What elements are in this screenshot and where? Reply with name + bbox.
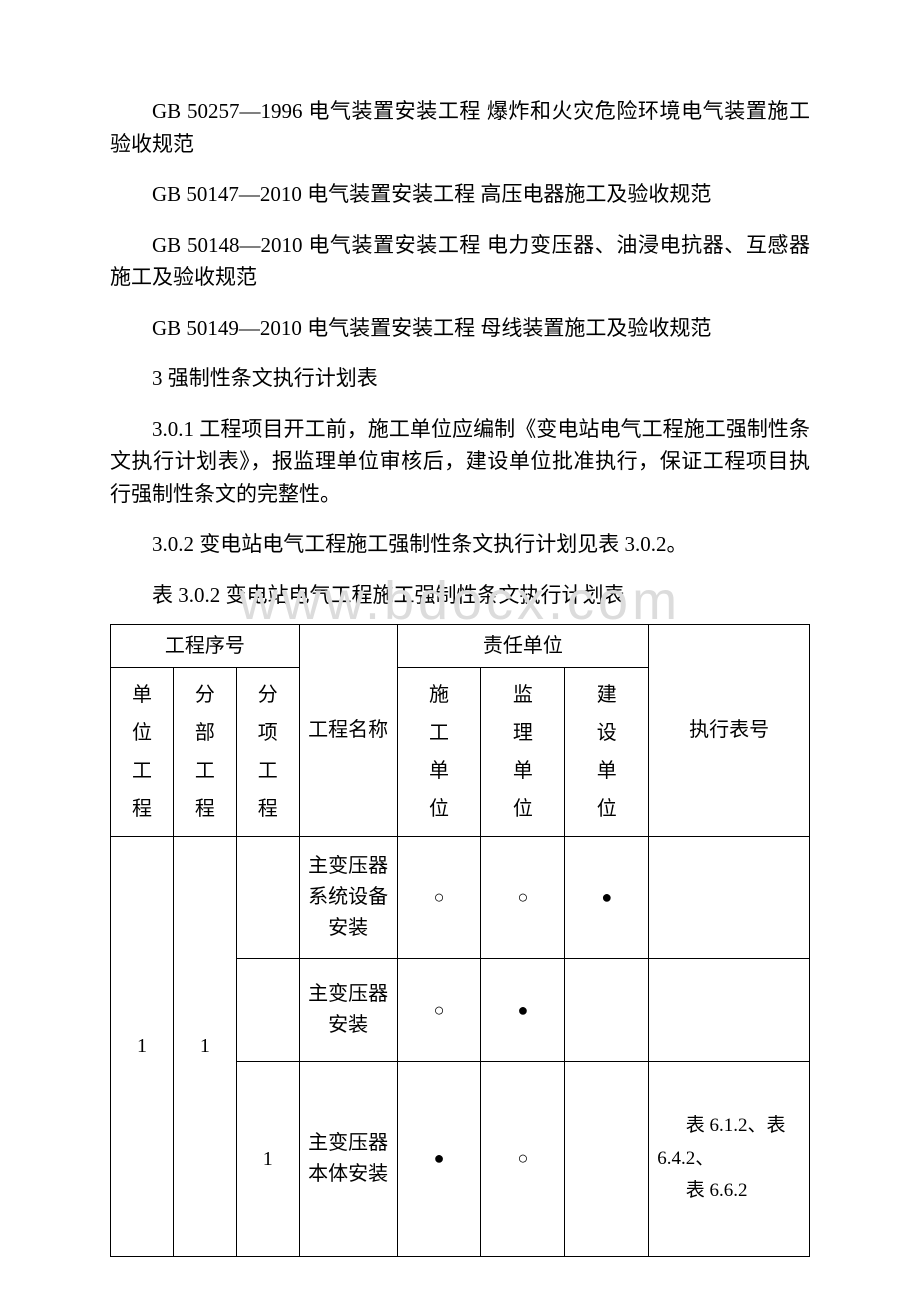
cell-s2-r3: ○ <box>481 1061 565 1256</box>
cell-unit-1: 1 <box>111 836 174 1256</box>
header-exec-no: 执行表号 <box>649 624 810 836</box>
cell-exec-r1 <box>649 836 810 959</box>
cell-item-r1 <box>236 836 299 959</box>
header-supervise-unit: 监理单位 <box>481 667 565 836</box>
header-build-unit: 建设单位 <box>565 667 649 836</box>
cell-s2-r2: ● <box>481 959 565 1061</box>
paragraph-302: 3.0.2 变电站电气工程施工强制性条文执行计划见表 3.0.2。 <box>110 528 810 561</box>
cell-s3-r1: ● <box>565 836 649 959</box>
table-row: 1 1 主变压器系统设备安装 ○ ○ ● <box>111 836 810 959</box>
cell-s2-r1: ○ <box>481 836 565 959</box>
header-unit-project: 单位工程 <box>111 667 174 836</box>
paragraph-gb50257: GB 50257—1996 电气装置安装工程 爆炸和火灾危险环境电气装置施工验收… <box>110 95 810 160</box>
header-item-project: 分项工程 <box>236 667 299 836</box>
cell-item-r2 <box>236 959 299 1061</box>
cell-name-r3: 主变压器本体安装 <box>299 1061 397 1256</box>
header-project-no: 工程序号 <box>111 624 300 667</box>
cell-exec-r3: 表 6.1.2、表 6.4.2、 表 6.6.2 <box>649 1061 810 1256</box>
paragraph-gb50147: GB 50147—2010 电气装置安装工程 高压电器施工及验收规范 <box>110 178 810 211</box>
table-caption: 表 3.0.2 变电站电气工程施工强制性条文执行计划表 <box>110 579 810 612</box>
cell-sub-1: 1 <box>173 836 236 1256</box>
table-header-row-1: 工程序号 工程名称 责任单位 执行表号 <box>111 624 810 667</box>
cell-name-r2: 主变压器安装 <box>299 959 397 1061</box>
cell-item-r3: 1 <box>236 1061 299 1256</box>
cell-s3-r2 <box>565 959 649 1061</box>
cell-s3-r3 <box>565 1061 649 1256</box>
cell-s1-r3: ● <box>397 1061 481 1256</box>
paragraph-301: 3.0.1 工程项目开工前，施工单位应编制《变电站电气工程施工强制性条文执行计划… <box>110 413 810 511</box>
paragraph-gb50148: GB 50148—2010 电气装置安装工程 电力变压器、油浸电抗器、互感器施工… <box>110 229 810 294</box>
document-content: GB 50257—1996 电气装置安装工程 爆炸和火灾危险环境电气装置施工验收… <box>0 0 920 1257</box>
header-construct-unit: 施工单位 <box>397 667 481 836</box>
cell-name-r1: 主变压器系统设备安装 <box>299 836 397 959</box>
section-3-heading: 3 强制性条文执行计划表 <box>110 362 810 395</box>
header-sub-project: 分部工程 <box>173 667 236 836</box>
plan-table: 工程序号 工程名称 责任单位 执行表号 单位工程 分部工程 分项工程 施工单位 … <box>110 624 810 1257</box>
cell-s1-r1: ○ <box>397 836 481 959</box>
header-responsible-unit: 责任单位 <box>397 624 649 667</box>
paragraph-gb50149: GB 50149—2010 电气装置安装工程 母线装置施工及验收规范 <box>110 312 810 345</box>
header-project-name: 工程名称 <box>299 624 397 836</box>
cell-s1-r2: ○ <box>397 959 481 1061</box>
cell-exec-r2 <box>649 959 810 1061</box>
